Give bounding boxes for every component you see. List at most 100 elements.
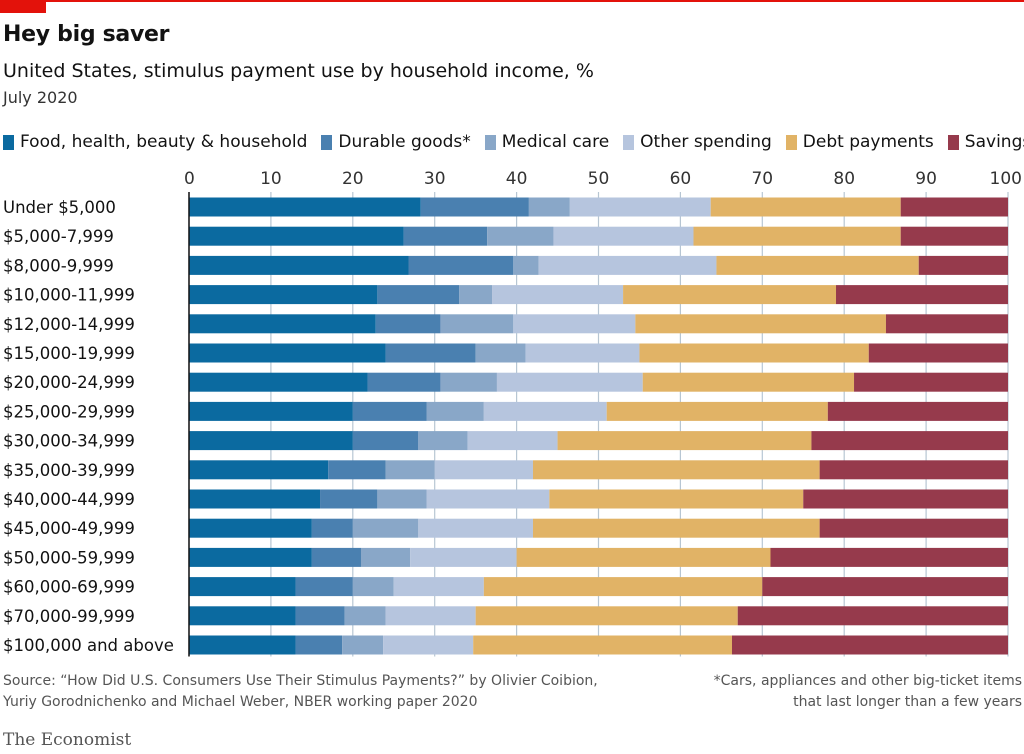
bar-segment <box>642 372 855 392</box>
x-tick-label: 70 <box>751 169 773 189</box>
category-label: $8,000-9,999 <box>3 256 114 275</box>
chart-title: Hey big saver <box>3 22 170 47</box>
bar-segment <box>385 606 476 626</box>
legend-swatch <box>321 134 333 150</box>
bar-segment <box>295 635 343 655</box>
legend-item: Medical care <box>484 132 610 152</box>
bar-segment <box>868 343 1008 363</box>
bar-segment <box>375 314 441 334</box>
bar-segment <box>320 489 378 509</box>
bar-segment <box>189 226 404 246</box>
bar-segment <box>420 197 529 217</box>
bar-segment <box>803 489 1008 509</box>
bar-segment <box>513 314 636 334</box>
category-label: $50,000-59,999 <box>3 548 135 567</box>
bar-segment <box>525 343 640 363</box>
bar-segment <box>410 547 517 567</box>
bar-segment <box>360 547 411 567</box>
legend-label: Medical care <box>501 132 610 152</box>
x-tick-label: 0 <box>184 169 195 189</box>
chart-subtitle: United States, stimulus payment use by h… <box>3 60 594 82</box>
category-label: $35,000-39,999 <box>3 461 135 480</box>
bar-segment <box>189 431 353 451</box>
legend: Food, health, beauty & household Durable … <box>3 132 1024 152</box>
bar-segment <box>440 372 497 392</box>
bar-segment <box>487 226 554 246</box>
bar-segment <box>569 197 711 217</box>
footnote-line: *Cars, appliances and other big-ticket i… <box>713 673 1022 689</box>
bar-segment <box>900 197 1008 217</box>
legend-item: Savings <box>947 132 1024 152</box>
bar-segment <box>377 489 427 509</box>
bar-segment <box>328 460 386 480</box>
bar-segment <box>516 547 771 567</box>
bar-segment <box>352 518 419 538</box>
bar-segment <box>467 431 558 451</box>
x-tick-label: 60 <box>670 169 692 189</box>
legend-swatch <box>3 134 14 150</box>
bar-segment <box>639 343 869 363</box>
bar-segment <box>606 401 828 421</box>
bar-segment <box>189 343 386 363</box>
bar-segment <box>434 460 533 480</box>
category-label: $60,000-69,999 <box>3 578 135 597</box>
bar-segment <box>811 431 1008 451</box>
bar-segment <box>311 518 353 538</box>
bar-segment <box>716 255 919 275</box>
bar-segment <box>885 314 1008 334</box>
bar-segment <box>426 489 550 509</box>
bar-segment <box>189 285 378 305</box>
bar-segment <box>189 401 353 421</box>
footnote-line: that last longer than a few years <box>793 694 1022 710</box>
category-label: $25,000-29,999 <box>3 402 135 421</box>
bar-segment <box>352 401 427 421</box>
bar-segment <box>492 285 624 305</box>
bar-segment <box>710 197 901 217</box>
legend-label: Savings <box>964 132 1024 152</box>
bar-segment <box>418 518 533 538</box>
brand-tag <box>0 0 46 13</box>
bar-segment <box>473 635 732 655</box>
bar-segment <box>918 255 1008 275</box>
bar-segment <box>367 372 441 392</box>
bar-segment <box>295 577 353 597</box>
bar-segment <box>475 606 738 626</box>
bar-segment <box>900 226 1008 246</box>
bar-segment <box>189 577 296 597</box>
x-tick-label: 30 <box>424 169 446 189</box>
legend-label: Debt payments <box>802 132 934 152</box>
legend-item: Durable goods* <box>321 132 471 152</box>
legend-swatch <box>623 134 635 150</box>
category-label: $15,000-19,999 <box>3 344 135 363</box>
bar-segment <box>762 577 1008 597</box>
x-tick-label: 10 <box>260 169 282 189</box>
bar-segment <box>693 226 901 246</box>
bar-segment <box>418 431 468 451</box>
bar-segment <box>483 577 763 597</box>
bar-segment <box>538 255 717 275</box>
legend-swatch <box>947 134 959 150</box>
legend-label: Other spending <box>640 132 772 152</box>
bar-segment <box>393 577 484 597</box>
bar-segment <box>528 197 570 217</box>
bar-segment <box>383 635 474 655</box>
bar-segment <box>770 547 1008 567</box>
bar-segment <box>189 635 296 655</box>
bar-segment <box>737 606 1008 626</box>
bar-segment <box>189 547 312 567</box>
bar-segment <box>189 606 296 626</box>
bar-segment <box>549 489 804 509</box>
legend-item: Other spending <box>623 132 772 152</box>
bar-segment <box>295 606 345 626</box>
bar-segment <box>819 518 1008 538</box>
bar-segment <box>352 577 394 597</box>
bar-segment <box>344 606 386 626</box>
bar-segment <box>557 431 812 451</box>
legend-swatch <box>484 134 496 150</box>
bar-segment <box>189 518 312 538</box>
bar-segment <box>440 314 514 334</box>
bar-segment <box>352 431 419 451</box>
bar-segment <box>189 460 329 480</box>
x-tick-label: 90 <box>915 169 937 189</box>
